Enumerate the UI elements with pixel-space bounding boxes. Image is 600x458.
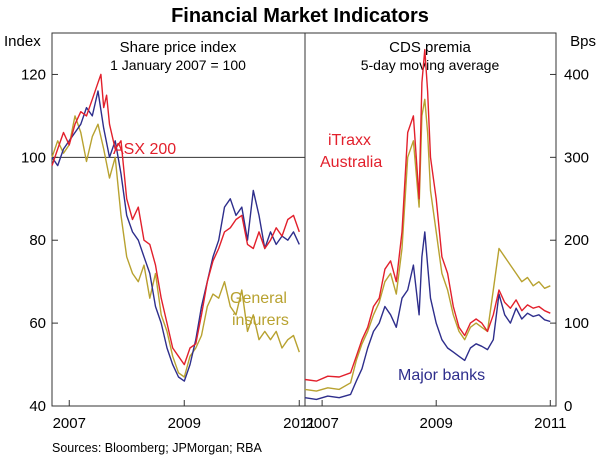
x-tick-label: 2007 <box>53 415 86 432</box>
major-banks-label: Major banks <box>398 367 485 384</box>
source-note: Sources: Bloomberg; JPMorgan; RBA <box>52 441 262 455</box>
right-series-navy-line <box>304 231 551 401</box>
y-tick-label: 400 <box>564 66 589 83</box>
x-tick-label: 2009 <box>420 415 453 432</box>
right-series-red-line <box>304 48 551 382</box>
y-tick-label: 80 <box>29 232 46 249</box>
y-tick-label: 200 <box>564 232 589 249</box>
left-panel-frame <box>51 32 306 407</box>
right-plot <box>304 48 551 401</box>
y-tick-label: 0 <box>564 398 572 415</box>
asx200-label: ASX 200 <box>113 141 176 158</box>
itraxx-label-1: iTraxx <box>328 132 371 149</box>
right-panel-frame <box>304 32 557 407</box>
left-panel-title: Share price index <box>120 39 237 56</box>
left-axis-label: Index <box>4 33 41 50</box>
itraxx-label-2: Australia <box>320 154 382 171</box>
y-tick-label: 120 <box>21 66 46 83</box>
general-insurers-label-1: General <box>230 290 287 307</box>
x-tick-label: 2009 <box>168 415 201 432</box>
right-panel-title: CDS premia <box>389 39 471 56</box>
right-axis-label: Bps <box>570 33 596 50</box>
right-series-gold-line <box>304 98 551 392</box>
left-series-red-line <box>51 73 300 366</box>
left-panel-subtitle: 1 January 2007 = 100 <box>110 57 246 73</box>
left-series-gold-line <box>51 115 300 378</box>
y-tick-label: 60 <box>29 315 46 332</box>
x-tick-label: 2011 <box>534 415 566 432</box>
chart-title: Financial Market Indicators <box>171 5 429 27</box>
x-tick-label: 2007 <box>305 415 338 432</box>
x-tick-label: 2011 <box>283 415 315 432</box>
y-tick-label: 100 <box>564 315 589 332</box>
y-tick-label: 300 <box>564 149 589 166</box>
general-insurers-label-2: insurers <box>232 312 289 329</box>
right-ticks: 0 100 200 300 400 <box>550 66 589 415</box>
y-tick-label: 100 <box>21 149 46 166</box>
left-ticks: 40 60 80 100 120 <box>21 66 58 415</box>
y-tick-label: 40 <box>29 398 46 415</box>
left-plot <box>51 73 300 382</box>
left-series-navy-line <box>51 90 300 382</box>
right-panel-subtitle: 5-day moving average <box>361 57 500 73</box>
